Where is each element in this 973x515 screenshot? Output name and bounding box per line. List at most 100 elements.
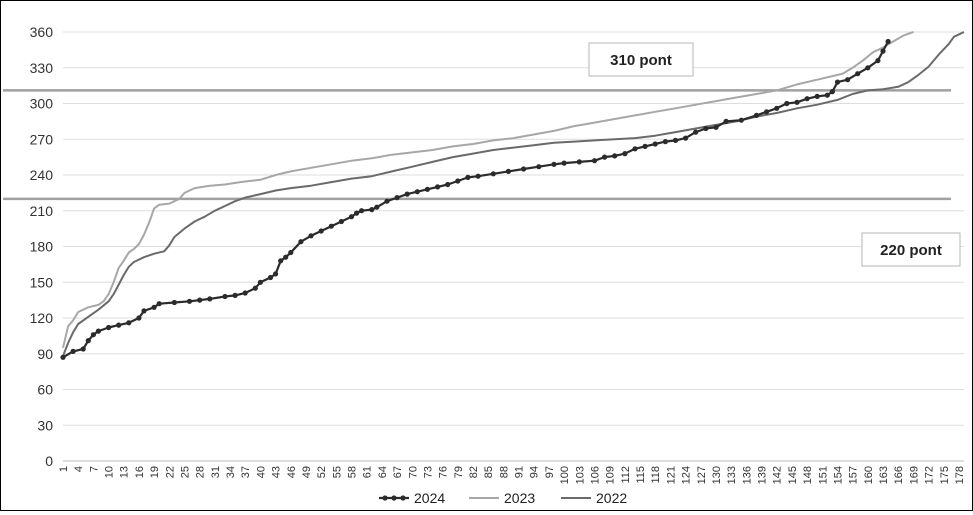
x-tick-label-112: 112: [620, 466, 632, 484]
point-2024-19: [242, 290, 248, 296]
x-tick-label-148: 148: [802, 466, 814, 484]
point-2024-35: [369, 207, 375, 213]
point-2024-84: [885, 38, 891, 45]
x-tick-label-70: 70: [407, 466, 419, 478]
x-tick-label-22: 22: [164, 466, 176, 478]
point-2024-30: [328, 223, 334, 229]
x-tick-label-28: 28: [195, 466, 207, 478]
point-2024-34: [359, 208, 365, 214]
legend-item-2023: 2023: [469, 490, 535, 506]
x-tick-label-13: 13: [119, 466, 131, 478]
point-2024-52: [561, 160, 567, 166]
point-2024-23: [273, 271, 279, 277]
point-2024-40: [414, 189, 420, 195]
point-2024-53: [576, 159, 582, 165]
point-2024-68: [738, 117, 744, 123]
point-2024-60: [652, 141, 658, 147]
point-2024-78: [834, 79, 841, 85]
legend-label-2022: 2022: [596, 490, 627, 506]
point-2024-61: [662, 139, 669, 145]
point-2024-4: [90, 332, 96, 338]
point-2024-18: [232, 292, 238, 298]
point-2024-38: [394, 195, 400, 201]
legend-item-2022: 2022: [561, 490, 627, 506]
x-tick-label-46: 46: [286, 466, 298, 478]
y-tick-label-120: 120: [30, 310, 54, 326]
point-2024-50: [536, 164, 542, 170]
y-tick-label-150: 150: [30, 274, 54, 290]
legend-item-2024: 2024: [379, 490, 445, 506]
y-tick-label-210: 210: [30, 203, 54, 219]
point-2024-37: [384, 198, 390, 204]
y-tick-label-180: 180: [30, 239, 54, 255]
point-2024-55: [602, 154, 608, 160]
x-tick-label-160: 160: [863, 466, 875, 484]
annotation-220-label: 220 pont: [880, 242, 942, 259]
x-tick-label-31: 31: [210, 466, 222, 478]
point-2024-1: [70, 348, 76, 354]
series-group: [60, 31, 965, 360]
point-2024-25: [283, 254, 289, 260]
point-2024-72: [784, 100, 790, 107]
point-2024-73: [794, 99, 800, 105]
x-tick-label-178: 178: [954, 466, 966, 484]
point-2024-12: [156, 301, 162, 307]
annotation-310: 310 pont: [588, 42, 694, 77]
point-2024-74: [804, 96, 810, 102]
legend: 2024 2023 2022: [379, 490, 627, 506]
point-2024-49: [521, 166, 527, 172]
x-tick-label-79: 79: [453, 466, 465, 478]
x-tick-label-61: 61: [362, 466, 374, 478]
y-tick-label-0: 0: [45, 453, 53, 469]
x-tick-label-166: 166: [893, 466, 905, 484]
annotation-220: 220 pont: [861, 232, 961, 267]
x-tick-label-40: 40: [255, 466, 267, 478]
point-2024-7: [116, 322, 122, 328]
point-2024-58: [632, 146, 638, 152]
point-2024-6: [106, 324, 112, 331]
x-tick-label-64: 64: [377, 466, 389, 478]
x-tick-label-58: 58: [347, 466, 359, 478]
x-tick-label-25: 25: [179, 466, 191, 478]
x-tick-label-10: 10: [104, 466, 116, 478]
x-tick-label-136: 136: [741, 466, 753, 484]
point-2024-44: [455, 178, 461, 184]
point-2024-48: [505, 168, 511, 174]
x-tick-label-94: 94: [529, 466, 541, 478]
point-2024-29: [318, 228, 324, 234]
point-2024-79: [845, 77, 851, 83]
x-tick-label-124: 124: [681, 466, 693, 484]
x-tick-label-175: 175: [939, 466, 951, 484]
point-2024-15: [197, 297, 203, 303]
x-tick-label-67: 67: [392, 466, 404, 478]
x-tick-label-73: 73: [422, 466, 434, 478]
point-2024-33: [354, 210, 360, 216]
series-2022: [62, 31, 965, 357]
x-tick-label-4: 4: [73, 466, 85, 472]
x-tick-label-172: 172: [924, 466, 936, 484]
x-tick-label-100: 100: [559, 466, 571, 484]
point-2024-82: [875, 58, 881, 64]
x-tick-label-145: 145: [787, 466, 799, 484]
point-2024-43: [445, 181, 451, 188]
point-2024-81: [865, 65, 871, 71]
point-2024-45: [465, 174, 471, 180]
x-tick-label-121: 121: [665, 466, 677, 484]
point-2024-21: [257, 279, 263, 285]
x-tick-label-19: 19: [149, 466, 161, 478]
point-2024-80: [855, 71, 861, 77]
point-2024-71: [774, 105, 780, 111]
point-2024-69: [753, 112, 760, 118]
x-tick-label-103: 103: [574, 466, 586, 484]
x-tick-label-106: 106: [589, 466, 601, 484]
point-2024-42: [435, 184, 441, 190]
x-tick-label-7: 7: [88, 466, 100, 472]
series-line-2022: [62, 31, 965, 357]
point-2024-22: [267, 274, 274, 281]
x-tick-label-37: 37: [240, 466, 252, 478]
point-2024-76: [824, 92, 830, 98]
point-2024-17: [222, 293, 228, 300]
x-tick-label-133: 133: [726, 466, 738, 484]
